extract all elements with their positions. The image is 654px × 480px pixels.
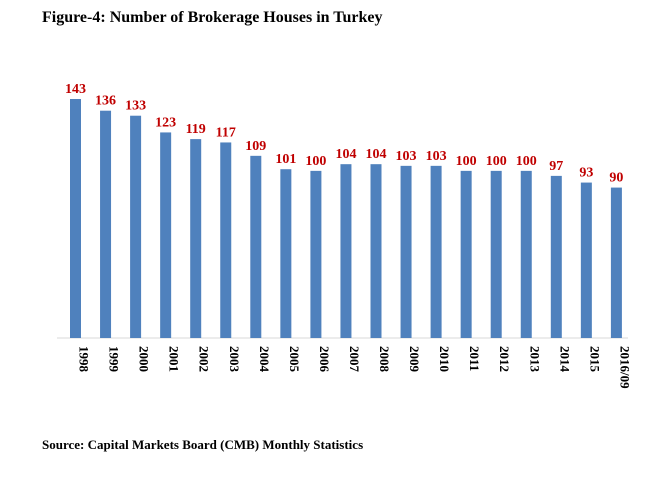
- bar-2006: [310, 170, 322, 338]
- bar-2004: [250, 155, 262, 338]
- value-label-2004: 109: [245, 139, 266, 154]
- bar-2016-09: [610, 187, 622, 338]
- bar-2003: [220, 142, 232, 338]
- bar-2001: [160, 132, 172, 338]
- value-labels-group: 143 136 133 123 119 117 109 101 100 104 104 103 103 1…: [65, 82, 623, 186]
- value-label-2014: 97: [549, 159, 563, 174]
- bar-1998: [70, 99, 81, 338]
- value-label-2015: 93: [579, 166, 593, 181]
- value-label-2012: 100: [486, 154, 507, 169]
- bar-2000: [130, 115, 142, 339]
- value-label-2003: 117: [216, 125, 236, 140]
- bar-2013: [520, 170, 532, 338]
- tick-label-2000: 2000: [137, 346, 152, 372]
- tick-label-2006: 2006: [317, 346, 332, 373]
- tick-label-2001: 2001: [167, 346, 182, 372]
- value-label-2016-09: 90: [609, 171, 623, 186]
- bar-1999: [100, 110, 112, 338]
- bars-group: [70, 99, 622, 339]
- tick-label-2008: 2008: [377, 346, 392, 373]
- value-label-1998: 143: [65, 82, 86, 97]
- bar-2011: [460, 170, 472, 338]
- tick-label-2002: 2002: [197, 346, 212, 372]
- value-label-2002: 119: [186, 122, 206, 137]
- tick-label-2011: 2011: [467, 346, 482, 371]
- value-label-2011: 100: [456, 154, 477, 169]
- value-label-2006: 100: [305, 154, 326, 169]
- bar-2007: [340, 164, 352, 338]
- tick-label-2014: 2014: [557, 346, 572, 373]
- figure-title: Figure-4: Number of Brokerage Houses in …: [42, 9, 383, 26]
- tick-label-2016-09: 2016/09: [617, 346, 632, 389]
- value-label-2010: 103: [426, 149, 447, 164]
- source-note: Source: Capital Markets Board (CMB) Mont…: [42, 437, 364, 452]
- tick-label-2007: 2007: [347, 346, 362, 373]
- bar-2012: [490, 170, 502, 338]
- tick-label-2013: 2013: [527, 346, 542, 373]
- value-label-2005: 101: [275, 152, 296, 167]
- bar-2008: [370, 164, 382, 338]
- bar-2009: [400, 165, 412, 338]
- tick-label-2015: 2015: [587, 346, 602, 373]
- bar-2015: [580, 182, 592, 338]
- tick-label-2004: 2004: [257, 346, 272, 373]
- tick-label-2005: 2005: [287, 346, 302, 373]
- value-label-1999: 136: [95, 94, 116, 109]
- tick-label-2010: 2010: [437, 346, 452, 372]
- value-label-2008: 104: [366, 147, 387, 162]
- bar-2014: [550, 175, 562, 338]
- tick-label-1999: 1999: [107, 346, 122, 373]
- tick-label-2003: 2003: [227, 346, 242, 373]
- value-label-2000: 133: [125, 99, 146, 114]
- tick-label-1998: 1998: [77, 346, 92, 373]
- value-label-2009: 103: [396, 149, 417, 164]
- tick-labels-group: 1998 1999 2000 2001 2002 2003 2004 2005 2006 2007…: [77, 346, 633, 389]
- bar-2002: [190, 139, 202, 338]
- tick-label-2012: 2012: [497, 346, 512, 372]
- bar-2010: [430, 165, 442, 338]
- tick-label-2009: 2009: [407, 346, 422, 373]
- value-label-2013: 100: [516, 154, 537, 169]
- bar-2005: [280, 169, 292, 338]
- value-label-2001: 123: [155, 115, 176, 130]
- bar-chart: 143 136 133 123 119 117 109 101 100 104 104 103 103 1…: [57, 82, 633, 389]
- value-label-2007: 104: [335, 147, 356, 162]
